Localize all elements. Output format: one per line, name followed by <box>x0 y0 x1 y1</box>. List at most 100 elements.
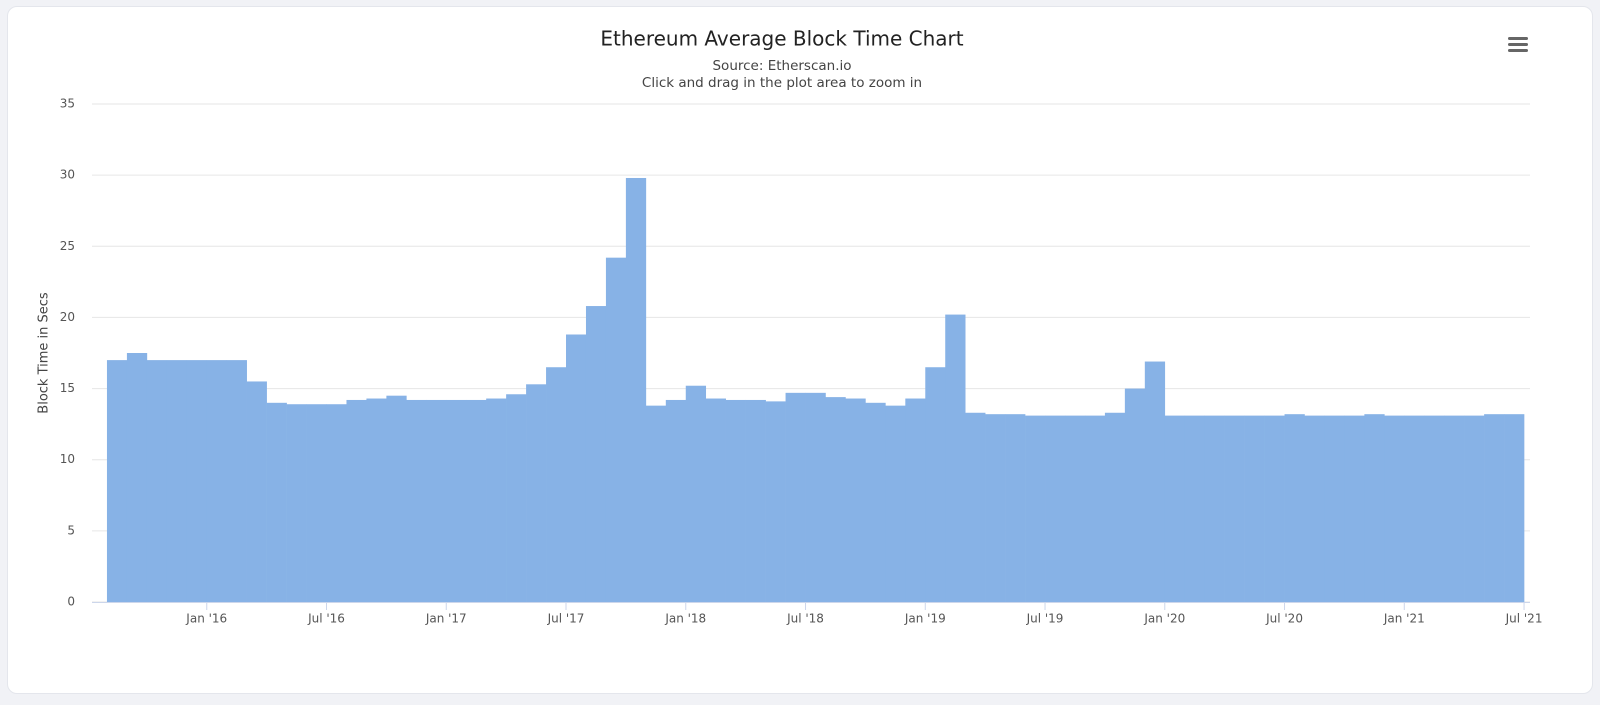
bar <box>1444 415 1465 602</box>
bar <box>146 360 168 602</box>
bar <box>1304 415 1325 602</box>
bar <box>546 367 567 602</box>
bar <box>466 399 487 602</box>
bar <box>126 353 148 602</box>
bar <box>1204 415 1225 602</box>
x-tick-label: Jul '19 <box>1026 612 1064 626</box>
bar <box>506 394 527 602</box>
x-tick-label: Jan '19 <box>904 612 946 626</box>
x-tick-label: Jan '16 <box>185 612 227 626</box>
chart-caption: Click and drag in the plot area to zoom … <box>642 75 922 91</box>
x-tick-label: Jul '16 <box>307 612 345 626</box>
bar <box>865 402 886 602</box>
bar <box>526 384 547 602</box>
y-tick-label: 0 <box>67 595 75 609</box>
bar <box>985 414 1006 602</box>
bar <box>645 405 667 602</box>
bar <box>1384 415 1405 602</box>
x-tick-label: Jul '21 <box>1505 612 1543 626</box>
bar <box>805 392 826 602</box>
y-tick-label: 30 <box>60 168 75 182</box>
bar <box>486 398 507 602</box>
bar <box>166 360 188 602</box>
y-tick-label: 35 <box>60 97 75 111</box>
x-tick-label: Jan '17 <box>425 612 467 626</box>
bar <box>446 399 467 602</box>
menu-bar <box>1508 43 1528 46</box>
bar <box>106 360 128 602</box>
bar <box>1005 414 1026 602</box>
bar <box>1504 414 1525 602</box>
x-tick-label: Jan '21 <box>1383 612 1425 626</box>
bar <box>1284 414 1305 602</box>
x-tick-label: Jan '18 <box>664 612 706 626</box>
bar <box>585 306 607 602</box>
bar <box>1364 414 1385 602</box>
bar <box>566 334 587 602</box>
bar <box>1424 415 1445 602</box>
x-tick-label: Jul '17 <box>547 612 585 626</box>
y-tick-label: 15 <box>60 381 75 395</box>
bar <box>366 398 387 602</box>
bar <box>925 367 946 602</box>
bar <box>1124 388 1146 602</box>
bar <box>1025 415 1046 602</box>
bar <box>1484 414 1505 602</box>
bar <box>1264 415 1285 602</box>
y-tick-label: 5 <box>67 523 75 537</box>
bar <box>206 360 228 602</box>
bar <box>965 412 986 602</box>
bar <box>665 399 687 602</box>
bar <box>326 404 347 602</box>
bar <box>1164 415 1186 602</box>
bar <box>186 360 208 602</box>
bar <box>426 399 447 602</box>
bar <box>266 402 287 602</box>
bar <box>1084 415 1106 602</box>
bar <box>725 399 746 602</box>
x-tick-label: Jul '18 <box>786 612 824 626</box>
bar <box>825 397 846 602</box>
bar <box>1144 361 1166 602</box>
chart-title: Ethereum Average Block Time Chart <box>600 27 963 51</box>
bar <box>346 399 367 602</box>
bar <box>625 177 647 602</box>
bar <box>386 395 407 602</box>
bar <box>885 405 906 602</box>
bar <box>705 398 726 602</box>
x-tick-label: Jan '20 <box>1143 612 1185 626</box>
bar <box>605 257 627 602</box>
y-tick-label: 10 <box>60 452 75 466</box>
y-tick-label: 25 <box>60 239 75 253</box>
bar <box>1045 415 1066 602</box>
bar <box>1344 415 1365 602</box>
bar <box>246 381 267 602</box>
bar <box>226 360 247 602</box>
chart-subtitle: Source: Etherscan.io <box>712 58 851 74</box>
menu-button[interactable] <box>1508 37 1528 52</box>
menu-bar <box>1508 49 1528 52</box>
bar <box>1064 415 1086 602</box>
bar <box>765 401 786 602</box>
bar <box>1244 415 1265 602</box>
y-axis-title: Block Time in Secs <box>37 292 52 414</box>
bar <box>945 314 966 602</box>
y-tick-label: 20 <box>60 310 75 324</box>
bar <box>845 398 866 602</box>
bar <box>1104 412 1126 602</box>
menu-bar <box>1508 37 1528 40</box>
bar <box>406 399 427 602</box>
bar <box>905 398 926 602</box>
bar <box>685 385 707 602</box>
bar <box>306 404 327 602</box>
bar <box>1184 415 1205 602</box>
bar <box>1464 415 1485 602</box>
bar <box>1224 415 1245 602</box>
bar <box>1324 415 1345 602</box>
x-tick-label: Jul '20 <box>1265 612 1303 626</box>
bar <box>785 392 806 602</box>
bar <box>286 404 307 602</box>
bar <box>745 399 766 602</box>
